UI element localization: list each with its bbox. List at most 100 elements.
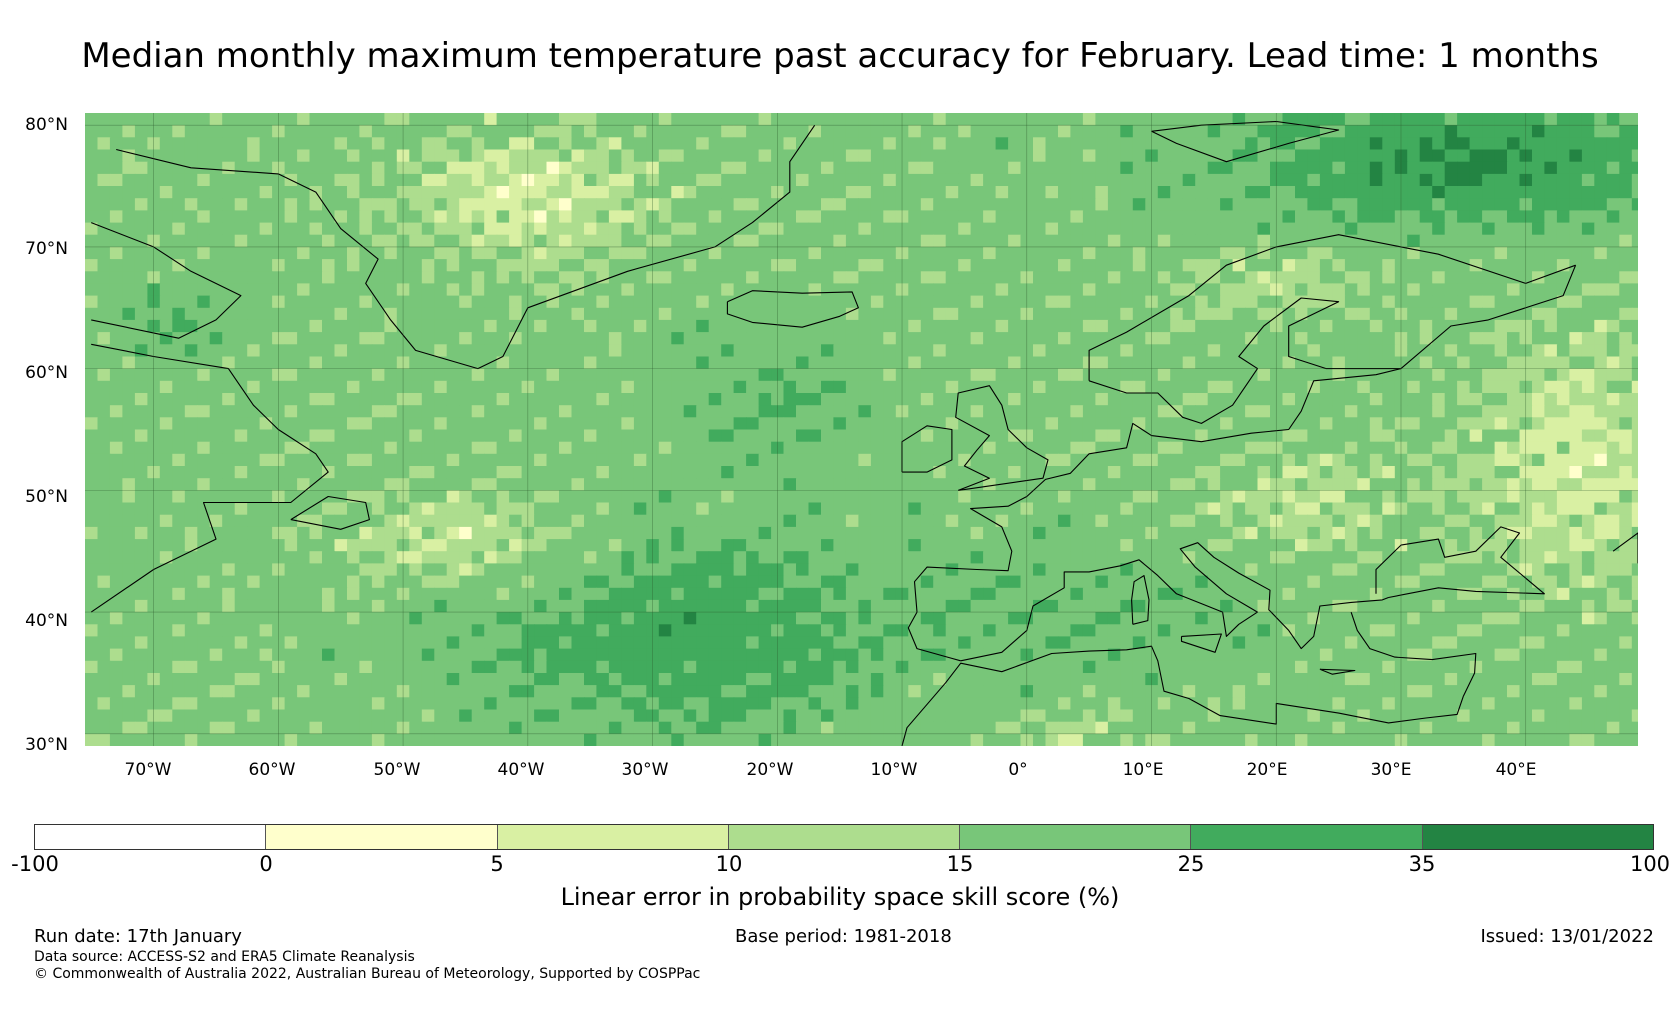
skill-cell — [1482, 393, 1496, 406]
skill-cell — [621, 161, 635, 175]
skill-cell — [1182, 575, 1196, 589]
skill-cell — [297, 368, 311, 382]
skill-cell — [983, 466, 997, 479]
skill-cell — [1544, 441, 1558, 455]
skill-cell — [970, 307, 984, 321]
skill-cell — [1033, 125, 1047, 138]
skill-cell — [1469, 405, 1483, 418]
skill-cell — [945, 283, 959, 297]
skill-cell — [197, 149, 211, 163]
skill-cell — [858, 283, 872, 297]
skill-cell — [1195, 490, 1209, 504]
skill-cell — [1631, 173, 1638, 187]
skill-cell — [109, 332, 123, 345]
skill-cell — [322, 137, 336, 151]
skill-cell — [272, 393, 286, 406]
skill-cell — [371, 587, 385, 601]
skill-cell — [584, 259, 598, 272]
skill-cell — [733, 405, 747, 418]
skill-cell — [870, 222, 884, 236]
skill-cell — [970, 405, 984, 418]
skill-cell — [958, 198, 972, 211]
skill-cell — [671, 417, 685, 431]
skill-cell — [247, 417, 261, 431]
skill-cell — [85, 429, 99, 443]
skill-cell — [1207, 198, 1221, 211]
skill-cell — [334, 173, 348, 187]
skill-cell — [1594, 514, 1608, 528]
skill-cell — [1295, 332, 1309, 345]
skill-cell — [234, 332, 248, 345]
skill-cell — [1357, 368, 1371, 382]
skill-cell — [534, 563, 548, 577]
skill-cell — [571, 356, 585, 370]
skill-cell — [845, 259, 859, 272]
skill-cell — [109, 551, 123, 564]
skill-cell — [908, 283, 922, 297]
skill-cell — [1120, 332, 1134, 345]
skill-cell — [1432, 344, 1446, 358]
skill-cell — [783, 222, 797, 236]
skill-cell — [584, 478, 598, 491]
skill-cell — [1319, 173, 1333, 187]
skill-cell — [1519, 186, 1533, 199]
skill-cell — [122, 344, 136, 358]
skill-cell — [1432, 222, 1446, 236]
skill-cell — [1494, 137, 1508, 151]
skill-cell — [297, 198, 311, 211]
skill-cell — [247, 405, 261, 418]
skill-cell — [459, 246, 473, 260]
skill-cell — [122, 319, 136, 333]
skill-cell — [1132, 551, 1146, 564]
skill-cell — [434, 453, 448, 467]
skill-cell — [134, 514, 148, 528]
skill-cell — [933, 210, 947, 224]
skill-cell — [596, 125, 610, 138]
skill-cell — [409, 234, 423, 248]
skill-cell — [1107, 344, 1121, 358]
skill-cell — [1008, 514, 1022, 528]
skill-cell — [821, 259, 835, 272]
skill-cell — [1619, 393, 1633, 406]
skill-cell — [1369, 539, 1383, 552]
skill-cell — [459, 563, 473, 577]
skill-cell — [284, 429, 298, 443]
skill-cell — [995, 490, 1009, 504]
skill-cell — [222, 490, 236, 504]
skill-cell — [1532, 539, 1546, 552]
skill-cell — [1569, 344, 1583, 358]
skill-cell — [534, 429, 548, 443]
skill-cell — [159, 137, 173, 151]
skill-cell — [1008, 125, 1022, 138]
skill-cell — [658, 429, 672, 443]
skill-cell — [1207, 539, 1221, 552]
skill-cell — [1245, 453, 1259, 467]
skill-cell — [209, 478, 223, 491]
skill-cell — [209, 502, 223, 516]
skill-cell — [122, 429, 136, 443]
skill-cell — [808, 441, 822, 455]
skill-cell — [1357, 502, 1371, 516]
skill-cell — [534, 417, 548, 431]
skill-cell — [995, 246, 1009, 260]
skill-cell — [1232, 271, 1246, 285]
skill-cell — [845, 161, 859, 175]
skill-cell — [608, 125, 622, 138]
skill-cell — [359, 344, 373, 358]
skill-cell — [1319, 417, 1333, 431]
skill-cell — [1432, 417, 1446, 431]
skill-cell — [1257, 539, 1271, 552]
skill-cell — [534, 234, 548, 248]
skill-cell — [159, 356, 173, 370]
skill-cell — [1332, 441, 1346, 455]
skill-cell — [371, 173, 385, 187]
skill-cell — [1307, 453, 1321, 467]
skill-cell — [1419, 344, 1433, 358]
skill-cell — [721, 210, 735, 224]
skill-cell — [658, 453, 672, 467]
skill-cell — [1245, 137, 1259, 151]
skill-cell — [1369, 429, 1383, 443]
skill-cell — [1332, 490, 1346, 504]
skill-cell — [1195, 526, 1209, 540]
skill-cell — [322, 368, 336, 382]
